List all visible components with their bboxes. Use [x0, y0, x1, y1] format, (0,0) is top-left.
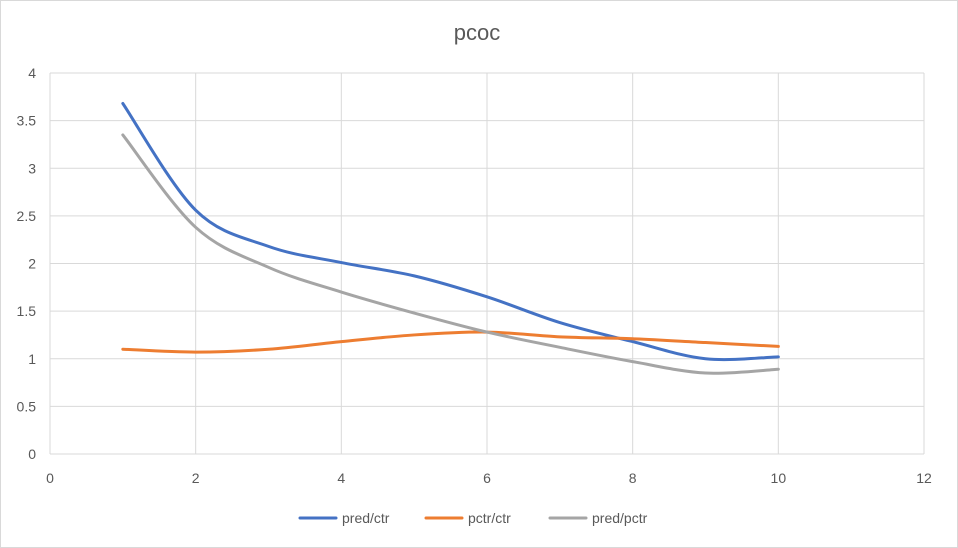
y-tick-label: 2	[28, 256, 36, 272]
y-tick-label: 2.5	[17, 208, 37, 224]
legend-label-pred-ctr: pred/ctr	[342, 510, 390, 526]
x-tick-label: 4	[337, 470, 345, 486]
x-tick-label: 12	[916, 470, 932, 486]
x-tick-label: 2	[192, 470, 200, 486]
legend: pred/ctr pctr/ctr pred/pctr	[298, 510, 648, 526]
series-line-pctr-ctr	[121, 330, 780, 354]
y-tick-label: 4	[28, 65, 36, 81]
y-axis-tick-labels: 0 0.5 1 1.5 2 2.5 3 3.5 4	[17, 65, 37, 462]
y-tick-label: 0	[28, 446, 36, 462]
y-tick-label: 1.5	[17, 303, 37, 319]
legend-label-pred-pctr: pred/pctr	[592, 510, 648, 526]
y-tick-label: 3	[28, 160, 36, 176]
y-tick-label: 0.5	[17, 398, 37, 414]
series-lines	[121, 101, 780, 375]
y-tick-label: 1	[28, 351, 36, 367]
x-tick-label: 10	[771, 470, 787, 486]
y-tick-label: 3.5	[17, 113, 37, 129]
x-axis-tick-labels: 0 2 4 6 8 10 12	[46, 470, 932, 486]
legend-label-pctr-ctr: pctr/ctr	[468, 510, 511, 526]
x-tick-label: 8	[629, 470, 637, 486]
x-tick-label: 6	[483, 470, 491, 486]
series-line-pred-ctr	[121, 101, 780, 362]
chart-title: pcoc	[454, 20, 500, 45]
series-line-pred-pctr	[121, 133, 780, 375]
gridlines	[49, 72, 925, 455]
x-tick-label: 0	[46, 470, 54, 486]
